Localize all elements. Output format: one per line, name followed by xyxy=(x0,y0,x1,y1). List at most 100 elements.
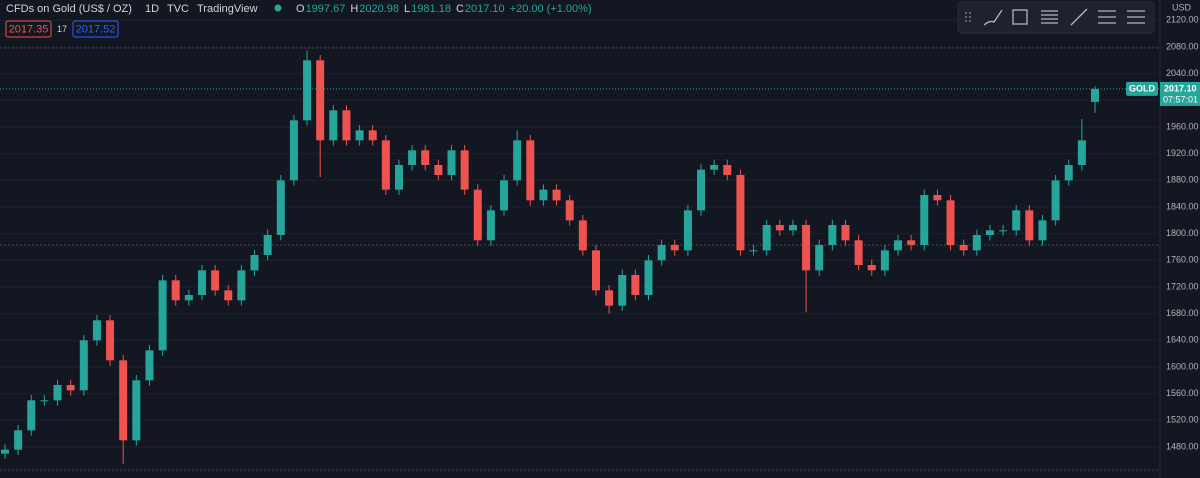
candle-body xyxy=(381,140,390,190)
candle-body xyxy=(657,245,666,261)
candle-body xyxy=(618,275,627,306)
change: +20.00 (+1.00%) xyxy=(510,3,592,15)
candle-body xyxy=(40,400,49,402)
candle-body xyxy=(408,150,417,165)
candle-body xyxy=(79,340,88,391)
candle-body xyxy=(1012,210,1021,231)
candle-body xyxy=(224,290,233,301)
ohlc-letter: O xyxy=(296,3,305,15)
candle-body xyxy=(513,140,522,181)
symbol-tag-bg xyxy=(1126,81,1158,96)
drag-handle[interactable] xyxy=(965,12,971,22)
candle-body xyxy=(145,350,154,381)
bid[interactable]: 2017.35 xyxy=(9,23,49,35)
settings-tool[interactable] xyxy=(1127,10,1145,24)
currency[interactable]: USD xyxy=(1172,2,1192,12)
candle-body xyxy=(473,189,482,241)
y-tick-label: 2040.00 xyxy=(1166,68,1199,78)
price-tag: 2017.10 xyxy=(1164,83,1197,93)
candle-body xyxy=(1038,220,1047,241)
candle-body xyxy=(697,169,706,211)
candle-body xyxy=(237,270,246,301)
y-tick-label: 1760.00 xyxy=(1166,255,1199,265)
candle-body xyxy=(578,220,587,251)
interval: 1D xyxy=(145,3,159,15)
y-tick-label: 1600.00 xyxy=(1166,361,1199,371)
y-tick-label: 1560.00 xyxy=(1166,388,1199,398)
candle-body xyxy=(907,240,916,245)
symbol-title: CFDs on Gold (US$ / OZ) xyxy=(6,3,132,15)
y-tick-label: 1680.00 xyxy=(1166,308,1199,318)
brush-tool[interactable] xyxy=(983,9,1003,26)
candle-body xyxy=(880,250,889,271)
rectangle-tool[interactable] xyxy=(1012,9,1028,25)
candle-body xyxy=(815,245,824,271)
candle-body xyxy=(158,280,167,351)
candle-body xyxy=(289,120,298,181)
candle-body xyxy=(197,270,206,295)
bid-box[interactable] xyxy=(5,20,52,38)
trendline-tool[interactable] xyxy=(1070,8,1088,26)
lines-tool[interactable] xyxy=(1041,10,1058,24)
candle-body xyxy=(316,60,325,141)
candle-body xyxy=(591,250,600,291)
candle-body xyxy=(710,165,719,170)
market-status xyxy=(274,4,282,12)
candle-body xyxy=(500,180,509,211)
ohlc-legend: O 1997.67 H 2020.98 L 1981.18 C 2017.10 +20.00 (… xyxy=(296,3,592,15)
candle-body xyxy=(1064,165,1073,181)
y-tick-label: 1920.00 xyxy=(1166,148,1199,158)
candle-body xyxy=(171,280,180,301)
y-tick-label: 2120.00 xyxy=(1166,15,1199,25)
candle-body xyxy=(631,275,640,295)
candles xyxy=(0,50,1160,464)
candle-body xyxy=(854,240,863,265)
toolbar-bg xyxy=(957,1,1155,34)
candle-body xyxy=(985,230,994,235)
spread: 17 xyxy=(57,24,67,34)
candle-body xyxy=(1091,88,1099,102)
candle-body xyxy=(959,245,968,251)
candle-body xyxy=(1025,210,1034,241)
candle-body xyxy=(53,385,62,401)
drawing-toolbar xyxy=(957,1,1155,34)
y-tick-label: 1640.00 xyxy=(1166,335,1199,345)
candle-body xyxy=(421,150,430,165)
ask[interactable]: 2017.52 xyxy=(76,23,116,35)
y-tick-label: 1480.00 xyxy=(1166,441,1199,451)
candle-body xyxy=(552,189,561,201)
candle-body xyxy=(828,225,837,245)
source: TVC xyxy=(167,3,189,15)
candle-body xyxy=(788,225,797,231)
candle-body xyxy=(999,230,1008,232)
candle-body xyxy=(92,320,101,341)
candle-body xyxy=(605,290,614,306)
candle-body xyxy=(263,235,272,255)
candle-body xyxy=(526,140,535,201)
price-axis: 1480.00 1520.00 1560.00 1600.00 1640.00 1680.… xyxy=(1126,15,1200,451)
candle-body xyxy=(1051,180,1060,221)
ohlc-letter: H xyxy=(350,3,358,15)
provider: TradingView xyxy=(197,3,258,15)
candle-body xyxy=(920,195,929,245)
ask-box[interactable] xyxy=(72,20,119,38)
countdown: 07:57:01 xyxy=(1163,94,1198,104)
candle-body xyxy=(394,165,403,190)
y-tick-label: 1720.00 xyxy=(1166,281,1199,291)
channel-tool[interactable] xyxy=(1098,10,1116,24)
candle-body xyxy=(106,320,115,361)
y-tick-label: 1880.00 xyxy=(1166,175,1199,185)
grid xyxy=(0,19,1160,448)
candle-body xyxy=(460,150,469,190)
candle-body xyxy=(184,295,193,301)
ohlc-value: 2017.10 xyxy=(465,3,505,15)
candle-body xyxy=(894,240,903,251)
candle-body xyxy=(802,225,811,271)
candle-body xyxy=(867,265,876,271)
candle-body xyxy=(972,235,981,251)
candle-body xyxy=(342,110,351,141)
ohlc-letter: L xyxy=(404,3,410,15)
candle-body xyxy=(276,180,285,235)
